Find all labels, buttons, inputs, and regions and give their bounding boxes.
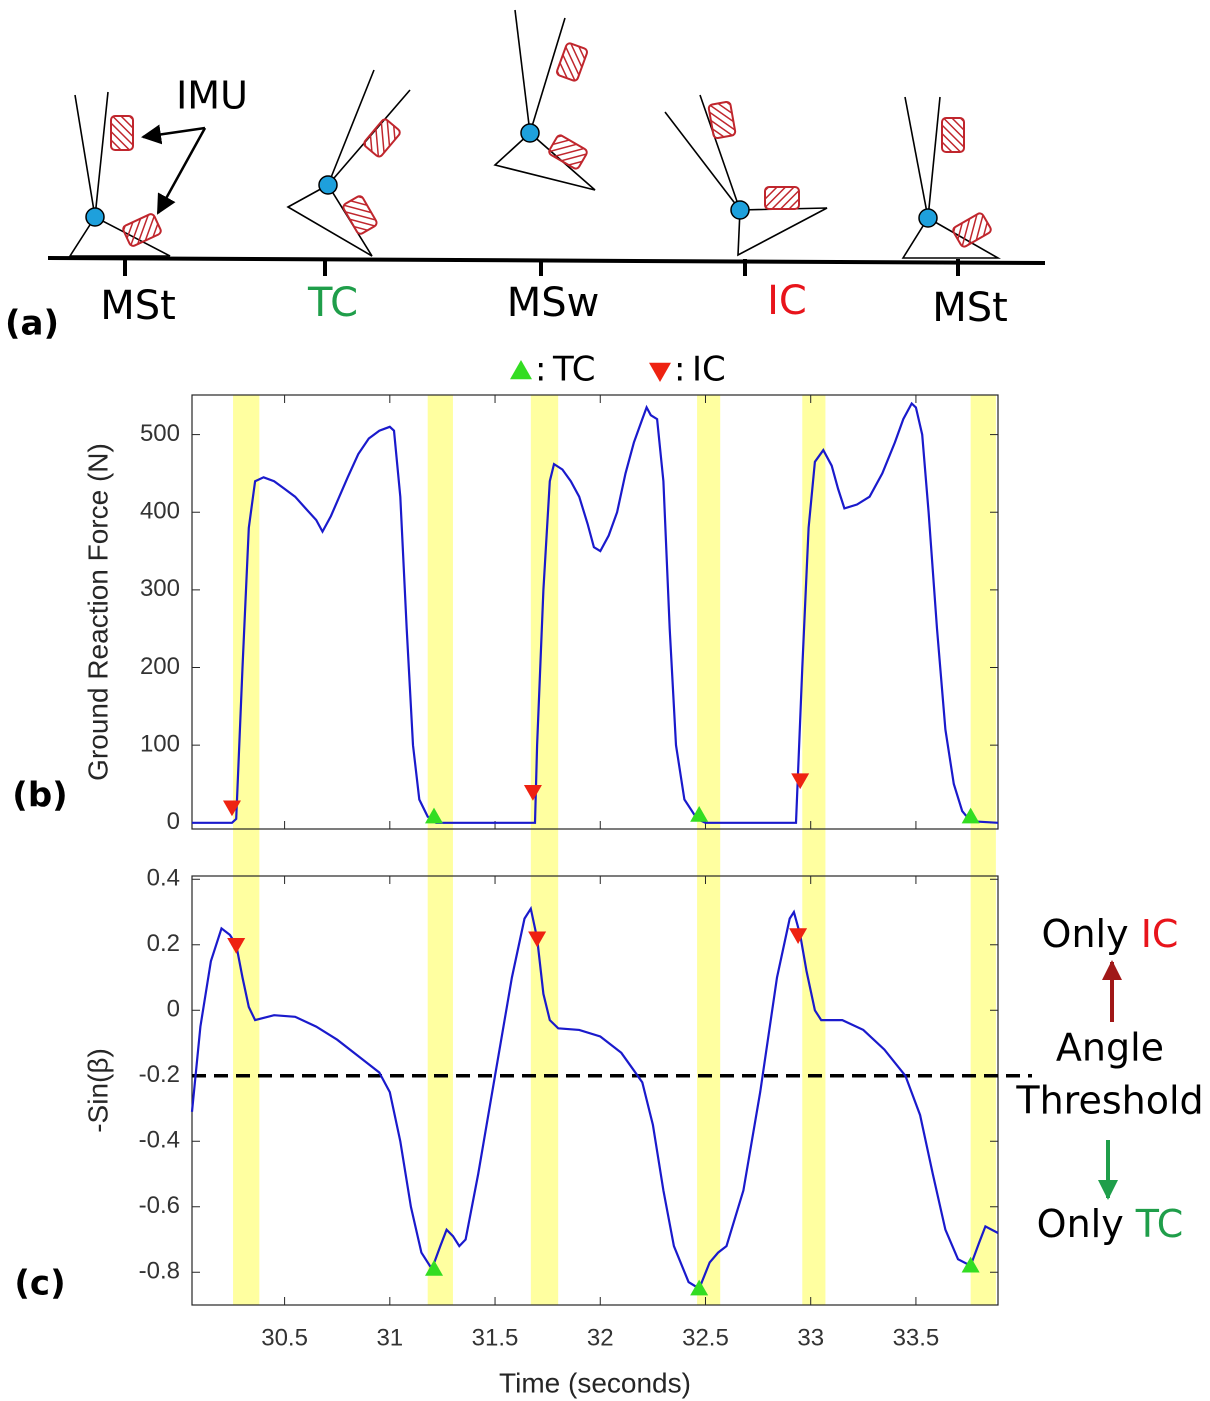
event-marker: [961, 807, 980, 824]
panel-label: (b): [12, 776, 67, 816]
note-event: IC: [1141, 912, 1179, 956]
joints: [85, 123, 938, 228]
phase-label: MSt: [100, 283, 176, 329]
x-tick-label: 32: [587, 1324, 614, 1351]
y-tick-label: 500: [140, 420, 180, 447]
x-tick-label: 31.5: [472, 1324, 519, 1351]
x-tick-label: 31: [376, 1324, 403, 1351]
phase-label: MSt: [932, 285, 1008, 331]
y-tick-label: 200: [140, 653, 180, 680]
x-tick-label: 32.5: [682, 1324, 729, 1351]
y-axis-label: -Sin(β): [82, 1048, 113, 1133]
x-tick-label: 30.5: [261, 1324, 308, 1351]
x-tick-label: 33: [797, 1324, 824, 1351]
plot-frame: [191, 394, 999, 830]
y-tick-label: -0.8: [139, 1258, 180, 1285]
ground-line: [47, 256, 1046, 265]
y-tick-label: 100: [140, 730, 180, 757]
y-tick-label: -0.4: [139, 1127, 180, 1154]
y-tick-label: -0.2: [139, 1061, 180, 1088]
legend-symbol: [510, 360, 532, 380]
data-line: [190, 905, 999, 1291]
legend-separator: :: [674, 350, 685, 390]
event-marker: [523, 784, 542, 801]
y-tick-label: 300: [140, 575, 180, 602]
phase-label: TC: [307, 280, 358, 326]
event-marker: [789, 928, 808, 944]
phase-label: MSw: [507, 280, 600, 326]
highlight-band: [530, 395, 559, 1305]
y-tick-label: 400: [140, 498, 180, 525]
highlight-band: [802, 395, 826, 1305]
y-tick-label: 0.2: [147, 930, 180, 957]
gait-diagram: IMU (a): [5, 9, 1046, 344]
event-marker: [961, 1256, 980, 1273]
panel-label: (a): [5, 304, 59, 344]
highlight-band: [697, 395, 721, 1305]
note-text: Only: [1042, 912, 1129, 956]
x-tick-label: 33.5: [893, 1324, 940, 1351]
plot-frame: [191, 875, 999, 1306]
note-event: TC: [1135, 1202, 1184, 1246]
imu-label: IMU: [176, 74, 248, 118]
legend-label: IC: [692, 350, 726, 390]
event-marker: [690, 806, 709, 822]
threshold-notes: Only IC Angle Threshold Only TC: [1015, 912, 1203, 1246]
y-tick-label: 0.4: [147, 865, 180, 892]
x-axis-label: Time (seconds): [499, 1367, 691, 1398]
event-marker: [425, 1259, 444, 1276]
panel-label: (c): [14, 1264, 65, 1304]
only-tc-note: Only TC: [1037, 1202, 1184, 1246]
data-line: [192, 401, 999, 824]
event-marker: [791, 773, 810, 790]
event-marker: [222, 800, 241, 817]
only-ic-note: Only IC: [1042, 912, 1179, 956]
imu-sensors: [110, 42, 992, 248]
event-marker: [227, 938, 246, 954]
note-text: Only: [1037, 1202, 1124, 1246]
threshold-note: Angle: [1056, 1026, 1164, 1070]
event-marker: [425, 807, 444, 824]
phase-label: IC: [767, 278, 807, 324]
threshold-note: Threshold: [1015, 1079, 1203, 1123]
event-marker: [528, 931, 547, 948]
legend-symbol: [649, 362, 671, 382]
y-tick-label: -0.6: [139, 1192, 180, 1219]
legend-separator: :: [535, 350, 546, 390]
y-tick-label: 0: [167, 996, 180, 1023]
y-axis-label: Ground Reaction Force (N): [82, 443, 113, 781]
event-marker: [690, 1279, 709, 1296]
y-tick-label: 0: [167, 808, 180, 835]
legend-label: TC: [552, 350, 596, 390]
highlight-band: [970, 395, 996, 1305]
imu-arrows: [141, 124, 207, 215]
highlight-band: [427, 395, 453, 1305]
highlight-band: [233, 395, 260, 1305]
